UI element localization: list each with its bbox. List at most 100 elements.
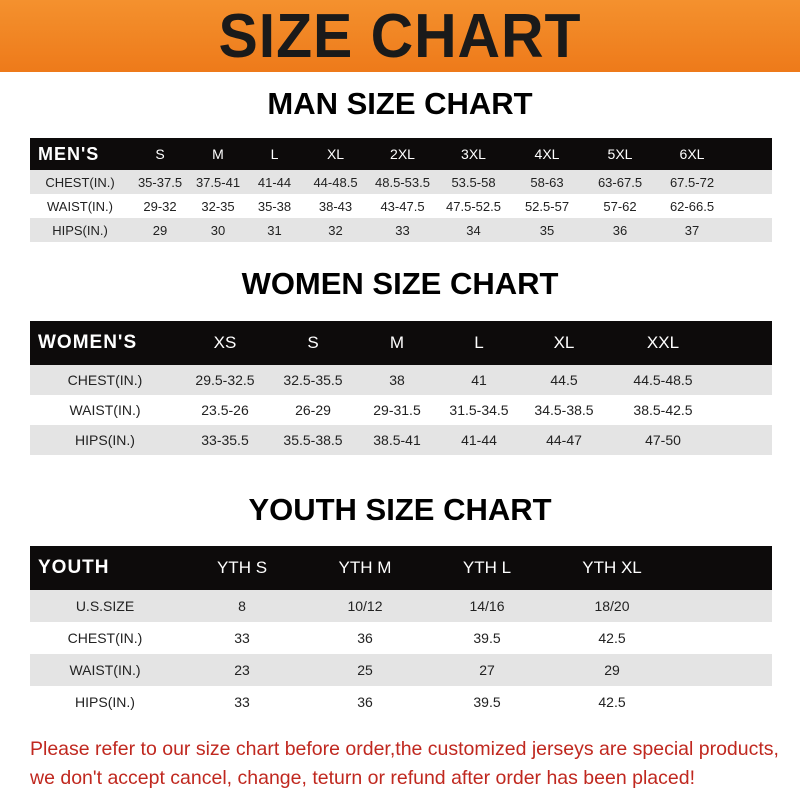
cell: YTH M: [338, 558, 392, 577]
main-title: SIZE CHART: [218, 1, 582, 71]
cell: 25: [357, 662, 373, 678]
cell: 38.5-41: [373, 432, 421, 448]
cell: 10/12: [347, 598, 383, 614]
cell: 27: [479, 662, 495, 678]
cell: 33: [234, 630, 250, 646]
cell: 4XL: [534, 146, 560, 162]
cell: 41-44: [257, 174, 292, 190]
cell: 33-35.5: [201, 432, 249, 448]
cell: 47.5-52.5: [446, 198, 501, 214]
cell: 39.5: [473, 694, 501, 710]
banner: SIZE CHART: [0, 0, 800, 72]
table-row: HIPS(IN.) 29 30 31 32 33 34 35 36 37: [30, 218, 772, 242]
cell: 36: [612, 222, 628, 238]
row-label: WAIST(IN.): [47, 198, 113, 214]
cell: 35: [539, 222, 555, 238]
cell: 29.5-32.5: [195, 372, 255, 388]
cell: 42.5: [598, 630, 626, 646]
cell: 52.5-57: [524, 198, 570, 214]
cell: 44-47: [546, 432, 582, 448]
cell: 43-47.5: [380, 198, 425, 214]
cell: L: [474, 333, 484, 352]
cell: S: [307, 333, 319, 352]
cell: 31.5-34.5: [449, 402, 509, 418]
notice: Please refer to our size chart before or…: [30, 735, 790, 793]
row-label: CHEST(IN.): [45, 174, 115, 190]
cell: XXL: [646, 333, 680, 352]
header-row: MEN'S S M L XL 2XL 3XL 4XL 5XL 6XL: [30, 138, 772, 170]
cell: M: [212, 146, 224, 162]
cell: 2XL: [390, 146, 415, 162]
cell: 32-35: [201, 198, 235, 214]
cell: 6XL: [679, 146, 705, 162]
cell: 38.5-42.5: [633, 402, 693, 418]
women-section-title: WOMEN SIZE CHART: [241, 266, 559, 301]
cell: 39.5: [473, 630, 501, 646]
row-label: WAIST(IN.): [69, 662, 141, 678]
cell: 41: [471, 372, 487, 388]
table-row: HIPS(IN.) 33 36 39.5 42.5: [30, 686, 772, 718]
cell: 62-66.5: [669, 198, 715, 214]
cell: 33: [395, 222, 410, 238]
cell: 35-38: [257, 198, 292, 214]
cell: 38: [389, 372, 405, 388]
men-size-table: MEN'S S M L XL 2XL 3XL 4XL 5XL 6XL CHEST(IN.) 35-37…: [30, 138, 772, 242]
cell: 38-43: [318, 198, 353, 214]
row-label: U.S.SIZE: [75, 598, 135, 614]
header-row: WOMEN'S XS S M L XL XXL: [30, 321, 772, 365]
cell: 23.5-26: [201, 402, 249, 418]
cell: 8: [238, 598, 246, 614]
cell: 32: [328, 222, 343, 238]
table-row: WAIST(IN.) 29-32 32-35 35-38 38-43 43-47.5 47.…: [30, 194, 772, 218]
cell: 67.5-72: [669, 174, 715, 190]
women-size-table: WOMEN'S XS S M L XL XXL CHEST(IN.) 29.5-32.5 32.5…: [30, 321, 772, 455]
cell: 48.5-53.5: [375, 174, 430, 190]
table-row: WAIST(IN.) 23 25 27 29: [30, 654, 772, 686]
notice-line: Please refer to our size chart before or…: [30, 738, 779, 760]
cell: 29-32: [143, 198, 177, 214]
cell: 32.5-35.5: [283, 372, 343, 388]
row-label: YOUTH: [38, 557, 110, 578]
cell: 53.5-58: [451, 174, 496, 190]
cell: 31: [267, 222, 282, 238]
cell: 47-50: [645, 432, 681, 448]
cell: 34: [466, 222, 481, 238]
cell: S: [155, 146, 165, 162]
table-row: CHEST(IN.) 29.5-32.5 32.5-35.5 38 41 44.5 44.5…: [30, 365, 772, 395]
cell: 41-44: [461, 432, 497, 448]
row-label: MEN'S: [38, 143, 100, 164]
cell: M: [389, 333, 405, 352]
table-row: U.S.SIZE 8 10/12 14/16 18/20: [30, 590, 772, 622]
row-label: WAIST(IN.): [69, 402, 141, 418]
cell: 58-63: [530, 174, 564, 190]
cell: 26-29: [295, 402, 331, 418]
cell: 29: [152, 222, 168, 238]
header-row: YOUTH YTH S YTH M YTH L YTH XL: [30, 546, 772, 590]
cell: 36: [357, 630, 373, 646]
cell: 35-37.5: [137, 174, 183, 190]
table-row: WAIST(IN.) 23.5-26 26-29 29-31.5 31.5-34.5 34…: [30, 395, 772, 425]
cell: 30: [210, 222, 226, 238]
cell: XL: [553, 333, 575, 352]
cell: 44.5-48.5: [633, 372, 693, 388]
table-row: HIPS(IN.) 33-35.5 35.5-38.5 38.5-41 41-44 44-…: [30, 425, 772, 455]
row-label: HIPS(IN.): [52, 222, 108, 238]
cell: 42.5: [598, 694, 626, 710]
cell: YTH XL: [582, 558, 642, 577]
cell: 29: [604, 662, 620, 678]
cell: 33: [234, 694, 250, 710]
cell: 63-67.5: [597, 174, 643, 190]
cell: 18/20: [594, 598, 630, 614]
cell: 14/16: [469, 598, 505, 614]
cell: YTH L: [462, 558, 512, 577]
notice-line: we don't accept cancel, change, teturn o…: [30, 767, 695, 789]
row-label: WOMEN'S: [38, 332, 138, 353]
cell: 37.5-41: [195, 174, 241, 190]
cell: 44-48.5: [313, 174, 358, 190]
cell: 37: [684, 222, 700, 238]
cell: 3XL: [461, 146, 486, 162]
cell: 35.5-38.5: [283, 432, 343, 448]
row-label: HIPS(IN.): [75, 694, 135, 710]
row-label: CHEST(IN.): [67, 372, 143, 388]
row-label: CHEST(IN.): [67, 630, 143, 646]
